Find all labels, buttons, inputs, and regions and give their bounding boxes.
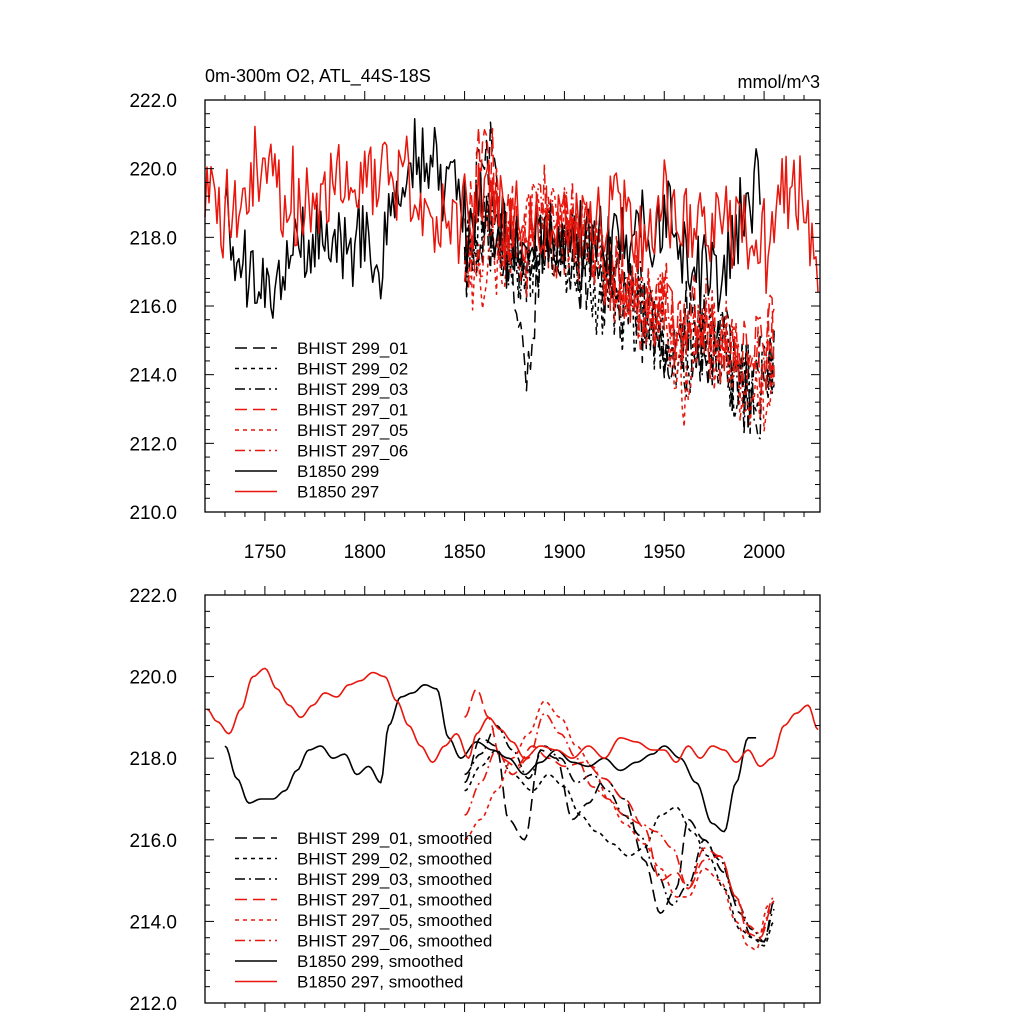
series-line-7 [224,684,757,833]
bottom-panel: 212.0 214.0 216.0 218.0 220.0 222.0 BHIST 299_… [129,586,821,1015]
y-tick-label: 214.0 [129,366,177,387]
legend-label: BHIST 297_05 [297,421,408,440]
y-tick-label: 214.0 [129,912,177,933]
legend-label: B1850 297 [297,483,379,502]
top-panel: 1750 1800 1850 1900 1950 2000210.0212.0214.02… [129,91,821,563]
units-label: mmol/m^3 [738,72,820,92]
series-line-5 [463,182,775,432]
y-tick-label: 220.0 [129,668,177,689]
legend-label: BHIST 297_01, smoothed [297,891,492,910]
y-tick-label: 222.0 [129,91,177,112]
series-line-6 [464,712,775,935]
series-line-1 [464,737,775,943]
series-lines [204,118,819,440]
x-tick-label: 1750 [244,542,286,563]
legend-label: BHIST 299_02 [297,360,408,379]
y-tick-label: 216.0 [129,297,177,318]
legend-label: BHIST 299_01, smoothed [297,829,492,848]
legend-label: BHIST 299_03 [297,380,408,399]
chart-title: 0m-300m O2, ATL_44S-18S [205,66,431,87]
y-tick-label: 216.0 [129,831,177,852]
series-line-3 [463,193,775,440]
series-line-5 [464,700,769,951]
plot-frame [204,594,821,1004]
y-axis-ticks: 212.0 214.0 216.0 218.0 220.0 222.0 [129,586,820,1015]
legend-label: BHIST 297_06 [297,442,408,461]
x-axis-ticks [224,586,805,1012]
legend-label: BHIST 297_05, smoothed [297,911,492,930]
x-tick-label: 1900 [543,542,585,563]
legend-label: B1850 297, smoothed [297,973,463,992]
y-tick-label: 210.0 [129,503,177,524]
y-tick-label: 220.0 [129,160,177,181]
y-tick-label: 212.0 [129,994,177,1015]
x-tick-label: 1850 [443,542,485,563]
legend-label: BHIST 299_03, smoothed [297,870,492,889]
series-line-4 [464,688,775,939]
legend-label: BHIST 299_02, smoothed [297,850,492,869]
y-tick-label: 218.0 [129,228,177,249]
series-line-2 [464,749,775,947]
x-axis-ticks: 1750 1800 1850 1900 1950 2000 [224,91,805,563]
series-line-8 [206,667,819,768]
legend-label: B1850 299, smoothed [297,952,463,971]
series-line-8 [204,125,819,295]
series-line-4 [463,126,775,393]
x-tick-label: 1950 [643,542,685,563]
y-tick-label: 212.0 [129,434,177,455]
series-line-3 [464,724,775,943]
y-axis-ticks: 210.0 212.0 214.0 216.0 218.0 220.0 222.0 [129,91,820,524]
legend-label: BHIST 297_01 [297,401,408,420]
series-line-6 [463,163,775,407]
x-tick-label: 2000 [743,542,785,563]
series-lines [206,667,819,951]
y-tick-label: 218.0 [129,749,177,770]
legend: BHIST 299_01, smoothed BHIST 299_02, smoo… [235,829,492,992]
legend-label: BHIST 299_01 [297,339,408,358]
legend-label: B1850 299 [297,462,379,481]
series-line-7 [224,118,761,319]
legend-label: BHIST 297_06, smoothed [297,932,492,951]
x-tick-label: 1800 [344,542,386,563]
y-tick-label: 222.0 [129,586,177,607]
